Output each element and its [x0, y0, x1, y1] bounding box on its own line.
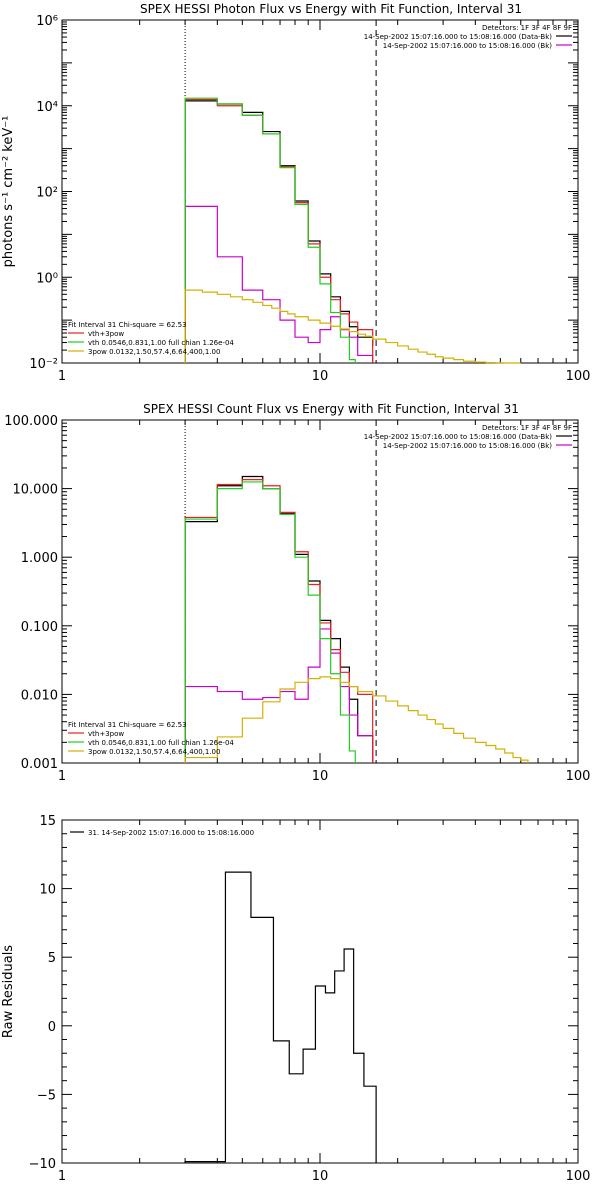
series-3pow: [184, 289, 521, 364]
legend-label: 3pow 0.0132,1.50,57.4,6.64,400,1.00: [88, 748, 220, 756]
y-tick-label: −10: [29, 1157, 56, 1172]
series-31-14-sep-2002-15-07-16-000-to-15-08-16-000: [184, 871, 377, 1163]
legend-header: Detectors: 1F 3F 4F 8F 9F: [482, 24, 572, 32]
y-tick-label: −5: [37, 1088, 56, 1103]
x-tick-label: 100: [566, 1169, 591, 1184]
y-tick-label: 10: [39, 883, 56, 898]
y-tick-label: 0.100: [21, 620, 58, 635]
legend-header: Detectors: 1F 3F 4F 8F 9F: [482, 424, 572, 432]
legend-header: Fit Interval 31 Chi-square = 62.53: [68, 721, 187, 729]
series-bk: [184, 205, 374, 363]
series-vth: [184, 97, 356, 363]
legend-label: 14-Sep-2002 15:07:16.000 to 15:08:16.000…: [383, 42, 553, 50]
series-bk: [184, 628, 374, 763]
x-tick-label: 1: [58, 1169, 66, 1184]
y-tick-label: 0: [48, 1020, 56, 1035]
panel-1: 1 10 100 10⁻² 10⁰ 10² 10⁴ 10⁶ photons s⁻¹ cm⁻² k…: [1, 14, 590, 384]
legend-label: 31. 14-Sep-2002 15:07:16.000 to 15:08:16…: [88, 829, 254, 837]
y-tick-label: 10.000: [13, 483, 59, 498]
legend-header: Fit Interval 31 Chi-square = 62.53: [68, 321, 187, 329]
legend-label: 14-Sep-2002 15:07:16.000 to 15:08:16.000…: [364, 433, 553, 441]
legend-label: 14-Sep-2002 15:07:16.000 to 15:08:16.000…: [364, 33, 553, 41]
y-tick-label: 10⁴: [36, 100, 58, 115]
x-tick-label: 100: [566, 369, 591, 384]
x-tick-label: 10: [312, 369, 329, 384]
legend-label: 3pow 0.0132,1.50,57.4,6.64,400,1.00: [88, 348, 220, 356]
y-tick-label: 1.000: [21, 551, 58, 566]
y-tick-label: 100.000: [4, 414, 58, 429]
y-tick-label: 5: [48, 951, 56, 966]
x-tick-label: 100: [566, 769, 591, 784]
legend-label: vth+3pow: [88, 730, 124, 738]
y-axis-label: Raw Residuals: [1, 945, 16, 1038]
legend-label: vth 0.0546,0.831,1.00 full chian 1.26e-0…: [88, 739, 234, 747]
y-tick-label: 15: [39, 814, 56, 829]
x-tick-label: 1: [58, 369, 66, 384]
legend-label: 14-Sep-2002 15:07:16.000 to 15:08:16.000…: [383, 442, 553, 450]
panel1-title: SPEX HESSI Photon Flux vs Energy with Fi…: [140, 2, 522, 16]
panel2-title: SPEX HESSI Count Flux vs Energy with Fit…: [143, 402, 519, 416]
legend-label: vth 0.0546,0.831,1.00 full chian 1.26e-0…: [88, 339, 234, 347]
y-tick-label: 10⁰: [36, 271, 58, 286]
y-tick-label: 0.010: [21, 688, 58, 703]
panel-3: 1 10 100 −10 −5 0 5 10 15 Raw Residuals 31. 14-Sep…: [1, 814, 590, 1184]
legend-label: vth+3pow: [88, 330, 124, 338]
x-tick-label: 10: [312, 769, 329, 784]
y-axis-label: photons s⁻¹ cm⁻² keV⁻¹: [1, 116, 16, 268]
x-tick-label: 1: [58, 769, 66, 784]
y-tick-label: 10⁶: [36, 14, 58, 29]
y-tick-label: 0.001: [21, 757, 58, 772]
series-3pow: [184, 676, 529, 763]
y-tick-label: 10²: [36, 186, 58, 201]
y-tick-label: 10⁻²: [29, 357, 58, 372]
series-vth: [184, 481, 356, 763]
x-tick-label: 10: [312, 1169, 329, 1184]
panel-2: 1 10 100 0.001 0.010 0.100 1.000 10.000 100.000 D…: [4, 414, 590, 784]
